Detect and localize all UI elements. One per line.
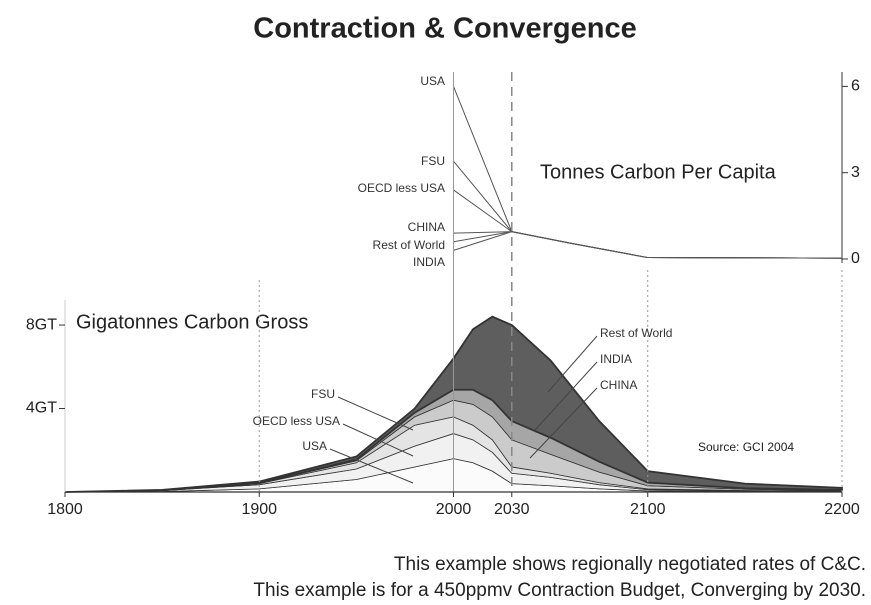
x-tick-label: 1800 — [47, 501, 83, 518]
annotation: Source: GCI 2004 — [698, 440, 794, 454]
leader-line — [534, 361, 598, 431]
leader-line — [329, 448, 414, 484]
series-label: Rest of World — [373, 238, 445, 252]
y-tick-label: 4GT — [26, 400, 57, 417]
series-label: FSU — [311, 387, 335, 401]
x-tick-label: 1900 — [241, 501, 277, 518]
series-label: Rest of World — [600, 326, 672, 340]
y-tick-label: 8GT — [26, 316, 57, 333]
x-tick-label: 2200 — [824, 501, 860, 518]
line — [453, 231, 843, 259]
x-tick-label: 2030 — [494, 501, 530, 518]
x-tick-label: 2000 — [436, 501, 472, 518]
leader-line — [529, 387, 598, 459]
series-label: FSU — [421, 154, 445, 168]
series-label: USA — [420, 74, 445, 88]
series-label: INDIA — [413, 255, 445, 269]
footnote: This example shows regionally negotiated… — [394, 554, 866, 575]
series-label: CHINA — [600, 378, 637, 392]
lower-title: Gigatonnes Carbon Gross — [76, 311, 308, 333]
y2-tick-label: 0 — [851, 250, 860, 267]
series-label: OECD less USA — [253, 414, 340, 428]
x-tick-label: 2100 — [630, 501, 666, 518]
y2-tick-label: 6 — [851, 78, 860, 95]
chart-title: Contraction & Convergence — [253, 13, 637, 45]
area — [64, 315, 843, 493]
y2-tick-label: 3 — [851, 164, 860, 181]
series-label: INDIA — [600, 352, 632, 366]
leader-line — [342, 423, 414, 457]
series-label: USA — [302, 439, 327, 453]
series-label: CHINA — [408, 220, 445, 234]
footnote: This example is for a 450ppmv Contractio… — [253, 580, 866, 601]
series-label: OECD less USA — [358, 181, 445, 195]
upper-title: Tonnes Carbon Per Capita — [540, 161, 777, 183]
leader-line — [337, 396, 414, 431]
leader-line — [547, 335, 598, 393]
